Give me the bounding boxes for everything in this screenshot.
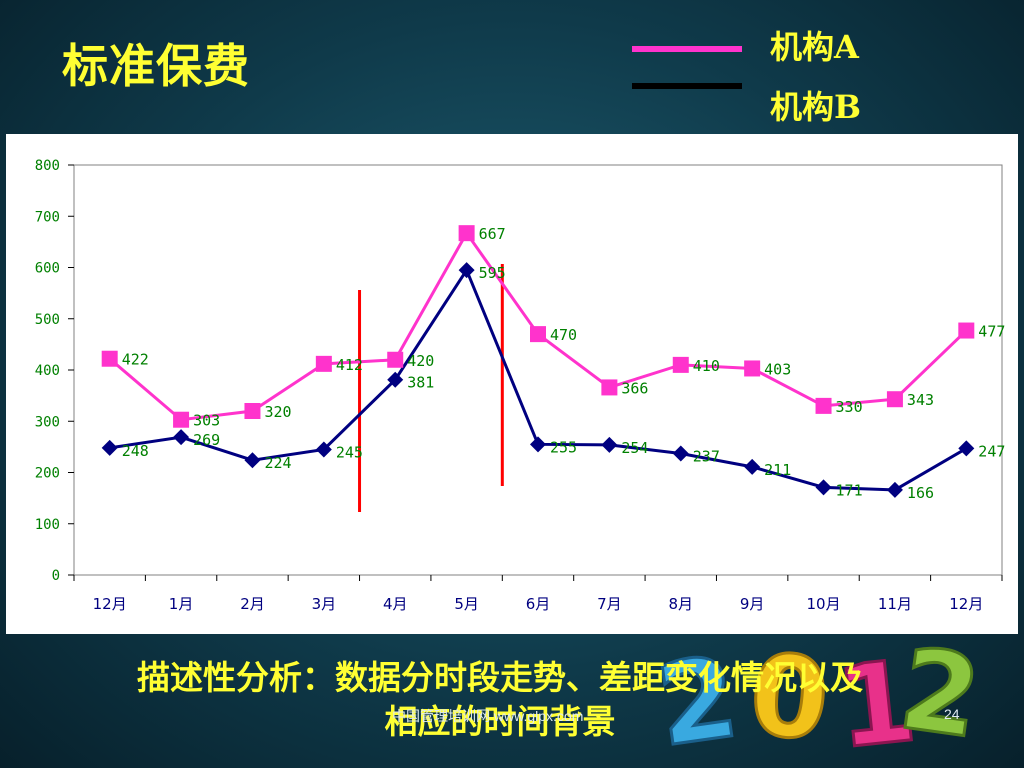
x-tick-label: 1月: [169, 595, 194, 613]
data-label-b: 245: [336, 443, 363, 461]
data-point-b: [601, 436, 618, 453]
data-label-b: 595: [479, 264, 506, 282]
data-point-a: [672, 356, 689, 373]
data-point-b: [958, 440, 975, 457]
line-chart: 0 100 200 300 400 500 600 700 800 12月 1月 2月 3月 4月 5月 6月…: [35, 158, 1006, 613]
data-point-b: [530, 436, 546, 453]
y-tick-label: 0: [52, 568, 60, 584]
y-tick-label: 500: [35, 312, 60, 328]
y-tick-label: 300: [35, 414, 60, 430]
data-label-a: 410: [693, 357, 720, 375]
x-tick-label: 5月: [454, 595, 479, 613]
data-label-a: 412: [336, 356, 363, 374]
data-label-a: 420: [407, 352, 434, 370]
x-tick-label: 6月: [526, 595, 551, 613]
legend-swatch-a: [632, 46, 742, 52]
svg-text:2: 2: [660, 632, 745, 762]
data-point-a: [458, 225, 475, 242]
x-tick-label: 12月: [93, 595, 127, 613]
footer-source: 中国管理培训网 www.glpx.com: [392, 708, 584, 724]
y-tick-label: 800: [35, 158, 60, 174]
analysis-description: 描述性分析：数据分时段走势、差距变化情况以及 相应的时间背景: [0, 656, 1000, 744]
data-point-b: [315, 441, 332, 458]
data-label-b: 248: [122, 442, 149, 460]
data-point-a: [315, 355, 332, 372]
data-point-a: [530, 326, 546, 343]
data-point-b: [815, 479, 832, 496]
y-tick-label: 100: [35, 517, 60, 533]
y-tick-label: 400: [35, 363, 60, 379]
data-point-a: [387, 351, 404, 368]
data-label-b: 381: [407, 374, 434, 392]
data-point-a: [815, 397, 832, 414]
data-point-b: [101, 439, 118, 456]
x-tick-label: 10月: [806, 595, 840, 613]
y-tick-label: 600: [35, 261, 60, 277]
description-line-1: 描述性分析：数据分时段走势、差距变化情况以及: [137, 658, 863, 697]
data-label-b: 171: [836, 481, 863, 499]
legend-swatch-b: [632, 83, 742, 89]
data-point-b: [244, 452, 261, 469]
data-point-b: [458, 262, 475, 279]
data-point-b: [744, 458, 761, 475]
x-tick-label: 4月: [383, 595, 408, 613]
series-line-b: [109, 266, 968, 492]
data-label-a: 366: [621, 379, 648, 397]
svg-text:2: 2: [892, 632, 987, 762]
x-tick-label: 8月: [668, 595, 693, 613]
data-label-b: 247: [978, 442, 1005, 460]
slide-title: 标准保费: [62, 39, 250, 93]
data-label-a: 343: [907, 391, 934, 409]
data-label-b: 269: [193, 431, 220, 449]
data-label-a: 320: [264, 403, 291, 421]
data-point-a: [101, 350, 118, 367]
data-label-a: 330: [836, 398, 863, 416]
data-label-a: 470: [550, 326, 577, 344]
data-label-a: 303: [193, 412, 220, 430]
x-tick-label: 12月: [949, 595, 983, 613]
x-tick-label: 3月: [312, 595, 337, 613]
description-line-2: 相应的时间背景: [384, 702, 616, 741]
svg-text:1: 1: [831, 637, 922, 762]
y-tick-label: 200: [35, 466, 60, 482]
year-2012-decoration-icon: 2 0 1 2: [660, 632, 989, 762]
svg-text:0: 0: [745, 632, 834, 762]
x-tick-label: 11月: [878, 595, 912, 613]
data-point-b: [672, 445, 689, 462]
data-label-b: 224: [264, 454, 291, 472]
data-point-a: [886, 391, 903, 408]
data-point-b: [886, 481, 903, 498]
data-point-a: [958, 322, 975, 339]
data-label-a: 422: [122, 351, 149, 369]
legend-label-b: 机构B: [770, 88, 862, 126]
x-tick-label: 9月: [740, 595, 765, 613]
data-point-a: [173, 411, 190, 428]
data-label-a: 403: [764, 360, 791, 378]
data-label-a: 667: [479, 225, 506, 243]
chart-panel: 0 100 200 300 400 500 600 700 800 12月 1月 2月 3月 4月 5月 6月…: [6, 134, 1018, 634]
data-label-a: 477: [978, 323, 1005, 341]
x-tick-label: 7月: [597, 595, 622, 613]
data-point-b: [387, 371, 404, 388]
x-tick-label: 2月: [240, 595, 265, 613]
legend-label-a: 机构A: [770, 28, 859, 66]
data-label-b: 255: [550, 438, 577, 456]
data-point-b: [173, 429, 190, 446]
data-label-b: 237: [693, 448, 720, 466]
data-label-b: 166: [907, 484, 934, 502]
data-label-b: 254: [621, 439, 648, 457]
data-point-a: [601, 379, 618, 396]
plot-area-border: [73, 164, 1003, 576]
data-point-a: [744, 360, 761, 377]
data-label-b: 211: [764, 461, 791, 479]
data-point-a: [244, 403, 261, 419]
y-tick-label: 700: [35, 209, 60, 225]
page-number: 24: [944, 706, 960, 722]
